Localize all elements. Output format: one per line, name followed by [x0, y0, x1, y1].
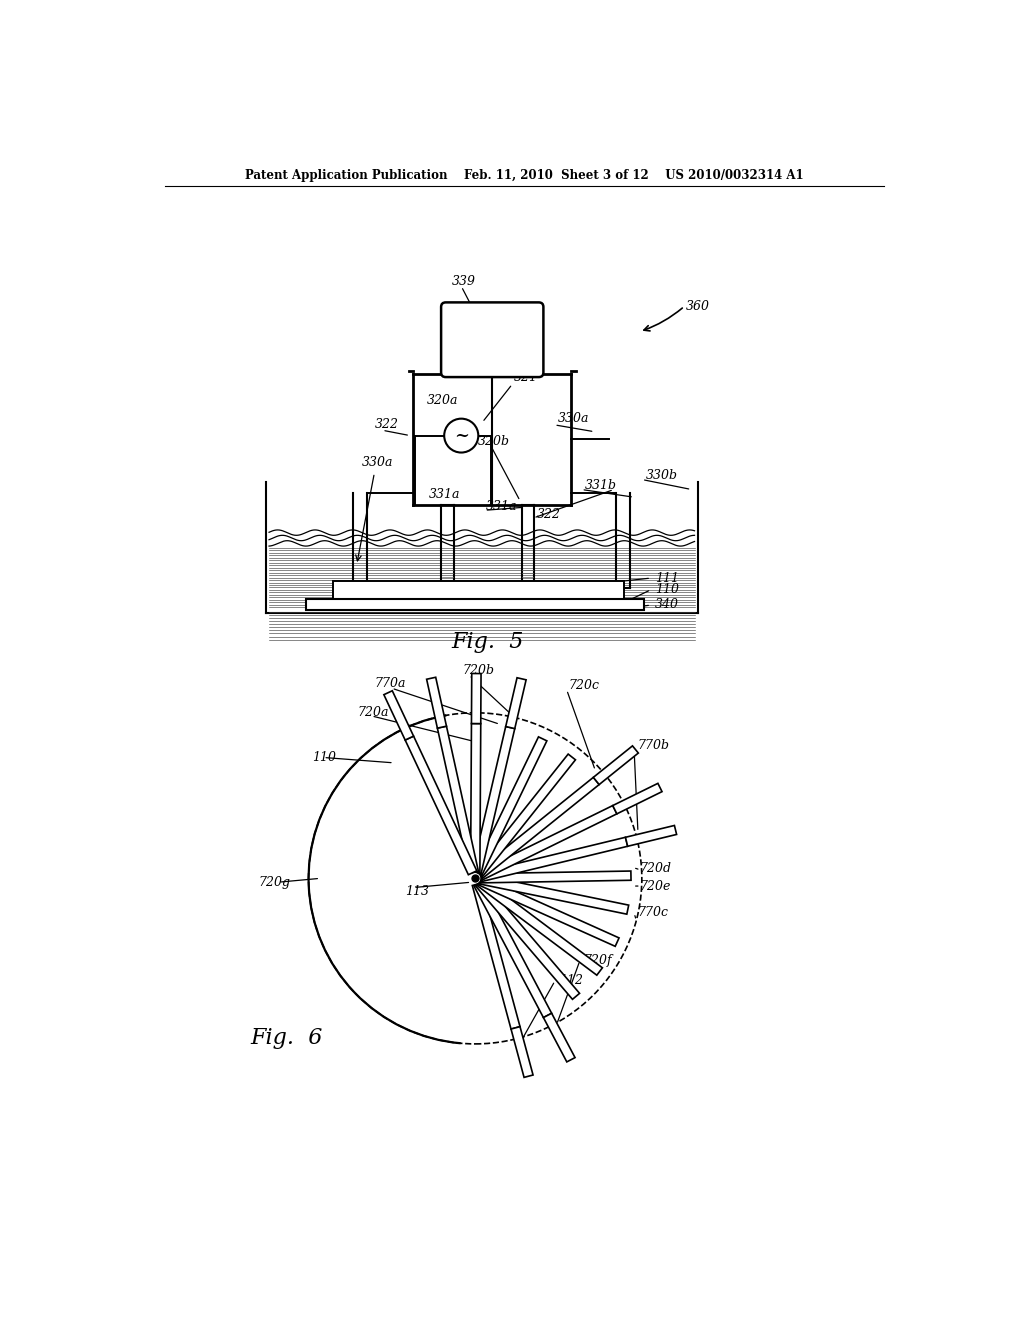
- Text: 770b: 770b: [638, 739, 670, 751]
- Polygon shape: [478, 805, 616, 879]
- Polygon shape: [471, 673, 481, 723]
- Text: 720b: 720b: [463, 664, 495, 677]
- Polygon shape: [475, 754, 575, 876]
- Text: 322: 322: [375, 417, 398, 430]
- Text: 330a: 330a: [362, 455, 393, 469]
- Polygon shape: [472, 726, 515, 874]
- Text: 110: 110: [312, 751, 337, 764]
- Polygon shape: [427, 677, 446, 729]
- Text: 720c: 720c: [568, 680, 599, 693]
- Polygon shape: [306, 599, 644, 610]
- Polygon shape: [511, 1027, 534, 1077]
- Text: 770a: 770a: [375, 677, 406, 690]
- Circle shape: [444, 418, 478, 453]
- Text: 112: 112: [559, 974, 583, 987]
- Polygon shape: [479, 876, 620, 946]
- Polygon shape: [472, 883, 520, 1030]
- Polygon shape: [612, 783, 663, 814]
- Polygon shape: [474, 882, 552, 1018]
- Polygon shape: [477, 878, 602, 975]
- Polygon shape: [384, 690, 414, 741]
- Polygon shape: [406, 737, 477, 875]
- Text: 331a: 331a: [486, 500, 517, 513]
- Text: 320b: 320b: [478, 436, 510, 449]
- Text: 770c: 770c: [638, 907, 669, 920]
- Polygon shape: [476, 880, 580, 999]
- Polygon shape: [544, 1014, 575, 1061]
- Text: 720g: 720g: [258, 875, 290, 888]
- Text: 340: 340: [655, 598, 679, 611]
- Text: 330b: 330b: [646, 469, 678, 482]
- Text: Fig.  6: Fig. 6: [251, 1027, 323, 1048]
- Text: Fig.  5: Fig. 5: [452, 631, 524, 653]
- Polygon shape: [471, 723, 480, 873]
- Text: 720f: 720f: [584, 954, 612, 968]
- Text: 720e: 720e: [640, 879, 671, 892]
- Text: 321: 321: [514, 371, 538, 384]
- Text: 330a: 330a: [558, 412, 590, 425]
- Text: 360: 360: [686, 300, 710, 313]
- Polygon shape: [506, 677, 526, 729]
- Text: 113: 113: [406, 884, 429, 898]
- Text: 320a: 320a: [426, 395, 458, 408]
- Text: Patent Application Publication    Feb. 11, 2010  Sheet 3 of 12    US 2010/003231: Patent Application Publication Feb. 11, …: [246, 169, 804, 182]
- Text: ~: ~: [454, 426, 469, 445]
- Text: 331a: 331a: [429, 487, 460, 500]
- Text: 331b: 331b: [586, 479, 617, 492]
- Polygon shape: [480, 875, 629, 915]
- Text: 111: 111: [655, 572, 679, 585]
- FancyBboxPatch shape: [441, 302, 544, 378]
- Text: 720d: 720d: [640, 862, 672, 875]
- Text: 322: 322: [538, 508, 561, 520]
- Polygon shape: [334, 581, 624, 599]
- Polygon shape: [593, 746, 638, 784]
- Text: 110: 110: [655, 583, 679, 597]
- Polygon shape: [474, 737, 547, 875]
- Polygon shape: [480, 837, 628, 882]
- Text: 720a: 720a: [357, 706, 389, 719]
- Polygon shape: [481, 871, 631, 883]
- Polygon shape: [437, 726, 478, 874]
- Polygon shape: [626, 825, 677, 846]
- Polygon shape: [477, 777, 599, 878]
- Text: 339: 339: [452, 275, 476, 288]
